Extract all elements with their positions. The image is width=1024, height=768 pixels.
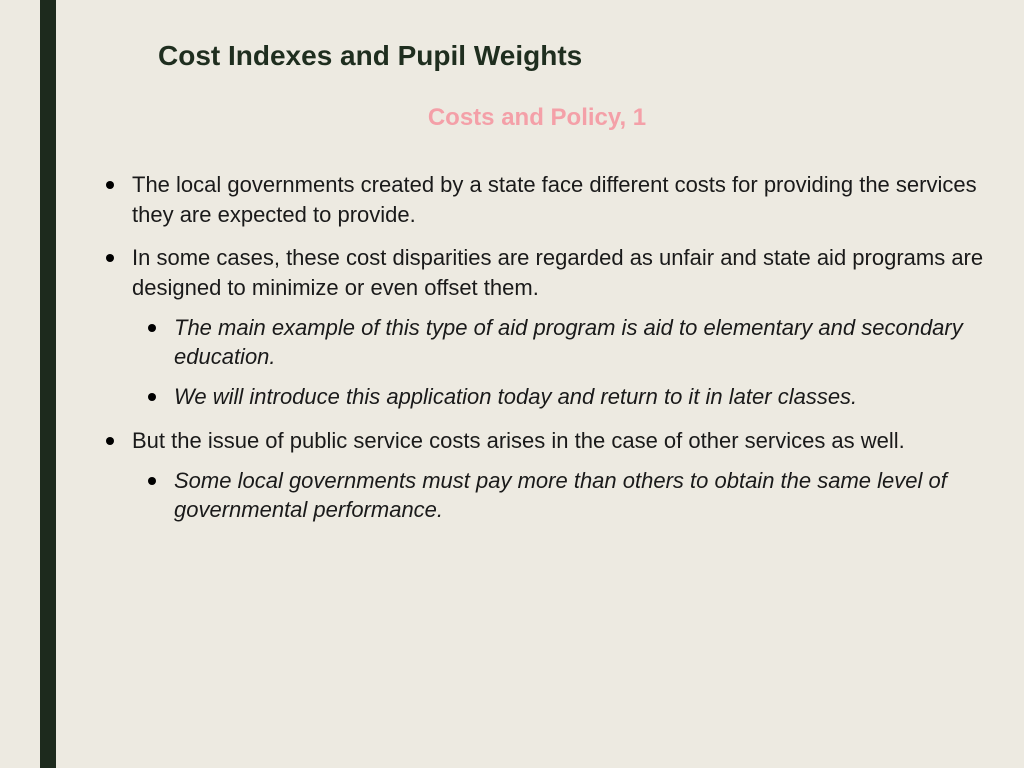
bullet-item: In some cases, these cost disparities ar…: [90, 243, 984, 411]
slide-subtitle: Costs and Policy, 1: [90, 104, 984, 132]
sub-bullet-list: Some local governments must pay more tha…: [132, 466, 984, 525]
slide-content: Cost Indexes and Pupil Weights Costs and…: [90, 40, 984, 539]
bullet-item: The local governments created by a state…: [90, 170, 984, 229]
bullet-list: The local governments created by a state…: [90, 170, 984, 525]
slide-title: Cost Indexes and Pupil Weights: [158, 40, 984, 72]
bullet-text: But the issue of public service costs ar…: [132, 428, 905, 453]
bullet-text: The local governments created by a state…: [132, 172, 977, 227]
bullet-item: But the issue of public service costs ar…: [90, 426, 984, 525]
sub-bullet-text: We will introduce this application today…: [174, 384, 857, 409]
sub-bullet-text: Some local governments must pay more tha…: [174, 468, 947, 523]
sub-bullet-item: We will introduce this application today…: [132, 382, 984, 412]
sub-bullet-item: The main example of this type of aid pro…: [132, 313, 984, 372]
sub-bullet-item: Some local governments must pay more tha…: [132, 466, 984, 525]
bullet-text: In some cases, these cost disparities ar…: [132, 245, 983, 300]
sub-bullet-text: The main example of this type of aid pro…: [174, 315, 963, 370]
sub-bullet-list: The main example of this type of aid pro…: [132, 313, 984, 412]
accent-bar: [40, 0, 56, 768]
